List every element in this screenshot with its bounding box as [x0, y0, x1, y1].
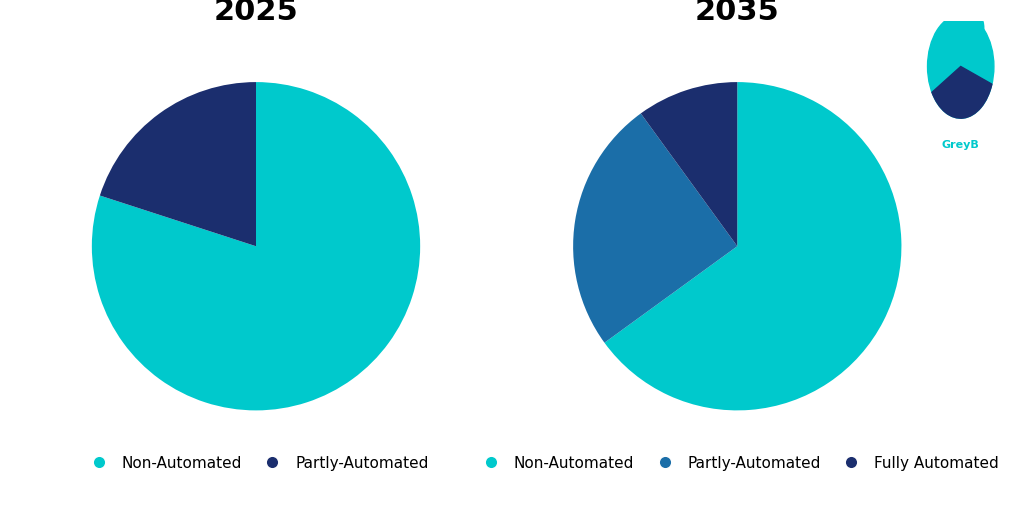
Wedge shape — [932, 67, 992, 118]
Wedge shape — [604, 82, 901, 410]
Wedge shape — [641, 82, 737, 246]
Wedge shape — [573, 113, 737, 343]
Title: 2035: 2035 — [695, 0, 779, 26]
Legend: Non-Automated, Partly-Automated: Non-Automated, Partly-Automated — [77, 449, 435, 477]
Wedge shape — [100, 82, 256, 246]
Wedge shape — [92, 82, 420, 410]
Title: 2025: 2025 — [214, 0, 298, 26]
Circle shape — [964, 12, 984, 44]
Circle shape — [928, 15, 994, 118]
Text: GreyB: GreyB — [942, 141, 980, 150]
Legend: Non-Automated, Partly-Automated, Fully Automated: Non-Automated, Partly-Automated, Fully A… — [469, 449, 1006, 477]
